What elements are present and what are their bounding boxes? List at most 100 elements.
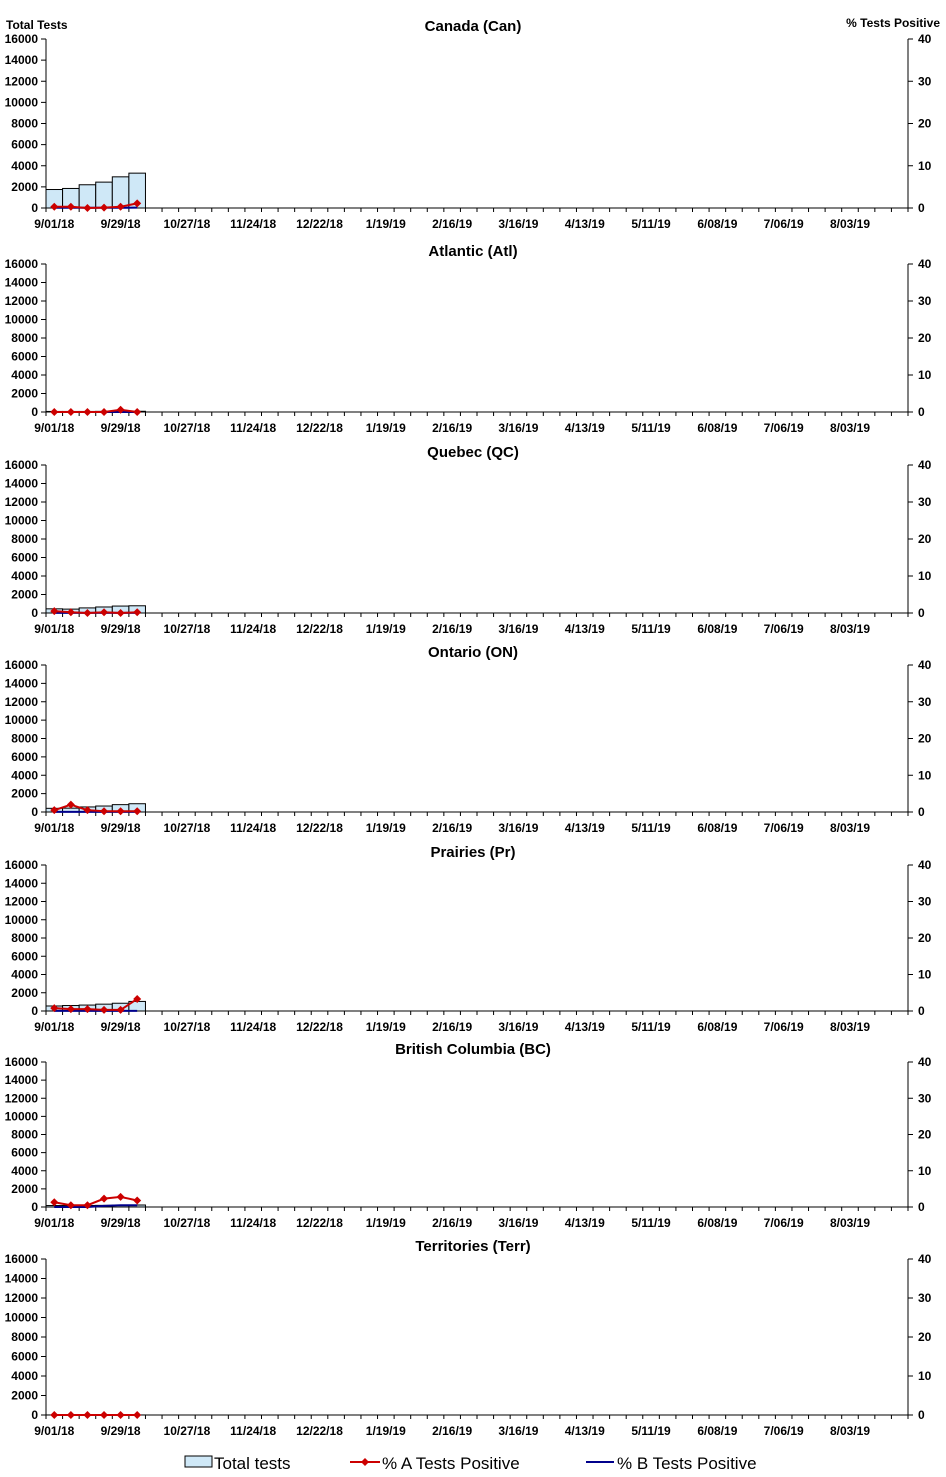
series-a-point <box>50 1198 59 1207</box>
x-tick-label: 8/03/19 <box>830 622 870 636</box>
y2-tick-label: 0 <box>918 1004 925 1018</box>
x-tick-label: 3/16/19 <box>498 821 538 835</box>
y-tick-label: 12000 <box>5 74 39 88</box>
y-tick-label: 16000 <box>5 257 39 271</box>
y2-tick-label: 30 <box>918 294 932 308</box>
y2-tick-label: 0 <box>918 201 925 215</box>
y-tick-label: 4000 <box>11 159 38 173</box>
chart-legend: Total tests % A Tests Positive % B Tests… <box>184 1454 757 1473</box>
series-a-line <box>54 1195 138 1207</box>
y2-tick-label: 20 <box>918 532 932 546</box>
y-tick-label: 10000 <box>5 1311 39 1325</box>
series-a-point <box>116 609 125 617</box>
x-tick-label: 1/19/19 <box>366 1216 406 1230</box>
y-tick-label: 0 <box>31 405 38 419</box>
chart-panel: Quebec (QC) 0 2000 4000 6000 8000 10000 12000 14… <box>5 444 932 636</box>
series-a-point <box>116 807 125 816</box>
y-tick-label: 2000 <box>11 180 38 194</box>
chart-title: Prairies (Pr) <box>430 844 515 861</box>
y-tick-label: 10000 <box>5 313 39 327</box>
x-tick-label: 7/06/19 <box>764 421 804 435</box>
x-tick-label: 10/27/18 <box>164 421 211 435</box>
series-a-point <box>50 1004 59 1013</box>
series-a-point <box>116 1411 125 1419</box>
chart-panel: British Columbia (BC) 0 2000 4000 6000 8000 10… <box>5 1041 932 1230</box>
series-a-point <box>116 405 125 414</box>
x-tick-label: 12/22/18 <box>296 821 343 835</box>
x-tick-label: 2/16/19 <box>432 1424 472 1438</box>
y2-tick-label: 40 <box>918 658 932 672</box>
chart-title: Quebec (QC) <box>427 444 519 461</box>
series-a-point <box>133 608 142 617</box>
y-tick-label: 8000 <box>11 117 38 131</box>
y-tick-label: 8000 <box>11 532 38 546</box>
x-tick-label: 10/27/18 <box>164 1424 211 1438</box>
x-tick-label: 9/01/18 <box>34 217 74 231</box>
x-tick-label: 9/01/18 <box>34 1216 74 1230</box>
chart-title: Atlantic (Atl) <box>428 243 517 260</box>
y-tick-label: 6000 <box>11 551 38 565</box>
x-tick-label: 7/06/19 <box>764 1020 804 1034</box>
y-tick-label: 12000 <box>5 495 39 509</box>
y2-tick-label: 40 <box>918 1055 932 1069</box>
y-tick-label: 0 <box>31 805 38 819</box>
x-tick-label: 4/13/19 <box>565 1020 605 1034</box>
x-tick-label: 11/24/18 <box>230 421 276 435</box>
x-tick-label: 2/16/19 <box>432 1216 472 1230</box>
y2-tick-label: 30 <box>918 695 932 709</box>
y2-tick-label: 10 <box>918 968 932 982</box>
x-tick-label: 12/22/18 <box>296 622 343 636</box>
y-tick-label: 6000 <box>11 750 38 764</box>
x-tick-label: 6/08/19 <box>697 821 737 835</box>
y2-tick-label: 40 <box>918 458 932 472</box>
series-a-point <box>50 806 59 815</box>
series-a-point <box>66 1411 75 1419</box>
y-tick-label: 8000 <box>11 331 38 345</box>
series-a-point <box>83 204 92 212</box>
x-tick-label: 8/03/19 <box>830 1020 870 1034</box>
y-tick-label: 6000 <box>11 1146 38 1160</box>
chart-panel: Ontario (ON) 0 2000 4000 6000 8000 10000 12000 1… <box>5 644 932 835</box>
legend-total-swatch <box>184 1455 213 1468</box>
series-a-point <box>83 806 92 815</box>
series-a-point <box>66 608 75 617</box>
series-a-point <box>50 202 59 211</box>
x-tick-label: 3/16/19 <box>498 622 538 636</box>
x-tick-label: 1/19/19 <box>366 421 406 435</box>
x-tick-label: 6/08/19 <box>697 217 737 231</box>
x-tick-label: 5/11/19 <box>631 1020 671 1034</box>
x-tick-label: 8/03/19 <box>830 421 870 435</box>
y2-tick-label: 10 <box>918 159 932 173</box>
y-tick-label: 4000 <box>11 569 38 583</box>
series-a-point <box>83 1005 92 1014</box>
y-tick-label: 14000 <box>5 876 39 890</box>
series-a-point <box>100 408 109 416</box>
x-tick-label: 1/19/19 <box>366 821 406 835</box>
y2-tick-label: 30 <box>918 895 932 909</box>
series-a-point <box>50 607 59 616</box>
x-tick-label: 8/03/19 <box>830 1216 870 1230</box>
x-tick-label: 10/27/18 <box>164 217 211 231</box>
x-tick-label: 6/08/19 <box>697 421 737 435</box>
y-tick-label: 16000 <box>5 32 39 46</box>
x-tick-label: 10/27/18 <box>164 1020 211 1034</box>
x-tick-label: 12/22/18 <box>296 1216 343 1230</box>
y-tick-label: 14000 <box>5 53 39 67</box>
x-tick-label: 7/06/19 <box>764 1216 804 1230</box>
x-tick-label: 6/08/19 <box>697 1020 737 1034</box>
chart-panel: Atlantic (Atl) 0 2000 4000 6000 8000 10000 1200… <box>5 243 932 435</box>
x-tick-label: 4/13/19 <box>565 1424 605 1438</box>
y-tick-label: 12000 <box>5 1291 39 1305</box>
y-tick-label: 0 <box>31 201 38 215</box>
x-tick-label: 11/24/18 <box>230 217 276 231</box>
x-tick-label: 5/11/19 <box>631 821 671 835</box>
series-a-point <box>83 1411 92 1419</box>
y2-tick-label: 10 <box>918 569 932 583</box>
series-a-point <box>133 199 142 208</box>
series-a-point <box>100 1411 109 1419</box>
x-tick-label: 4/13/19 <box>565 1216 605 1230</box>
x-tick-label: 6/08/19 <box>697 1424 737 1438</box>
x-tick-label: 12/22/18 <box>296 1020 343 1034</box>
x-tick-label: 9/01/18 <box>34 821 74 835</box>
y2-tick-label: 20 <box>918 732 932 746</box>
